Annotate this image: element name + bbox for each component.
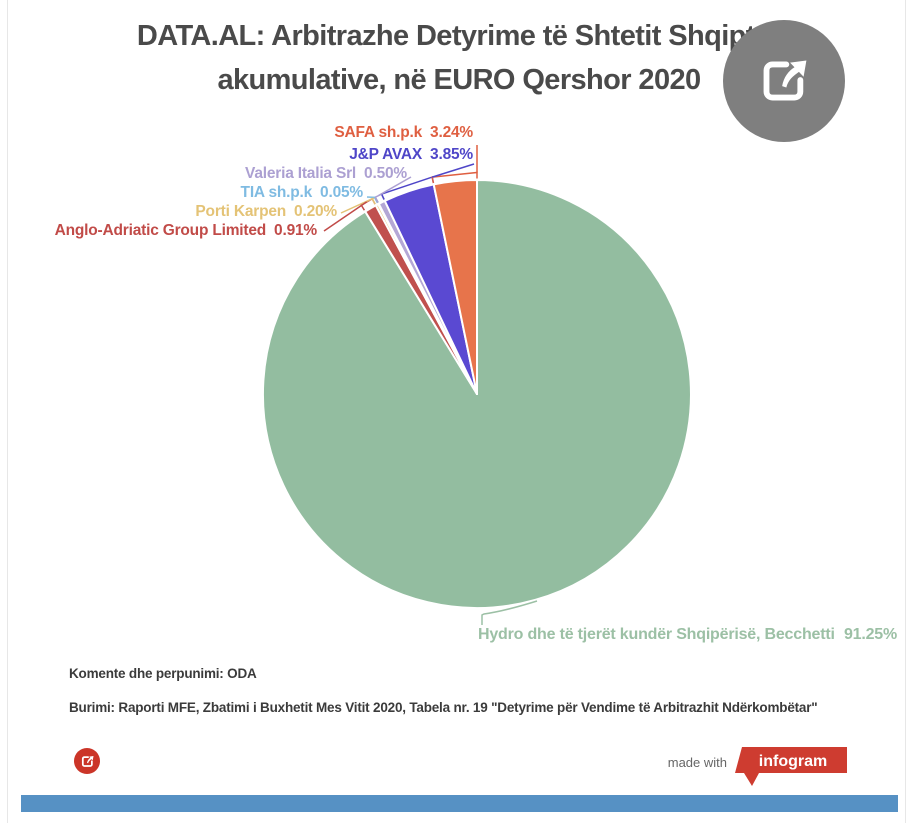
- share-button[interactable]: [723, 20, 845, 142]
- slice-name: Valeria Italia Srl: [245, 165, 357, 182]
- slice-name: TIA sh.p.k: [240, 184, 313, 201]
- slice-percent: 91.25%: [843, 626, 898, 643]
- made-with-text: made with: [667, 755, 727, 770]
- callout-label-porti-karpen: Porti Karpen 0.20%: [195, 203, 337, 221]
- leader-line-1: [323, 201, 368, 232]
- leader-line-0: [481, 600, 538, 625]
- page-title-line-1: DATA.AL: Arbitrazhe Detyrime të Shtetit …: [136, 20, 782, 52]
- slice-name: Hydro dhe të tjerët kundër Shqipërisë, B…: [478, 626, 835, 643]
- callout-label-valeria: Valeria Italia Srl 0.50%: [245, 165, 407, 183]
- frame-left-border: [7, 0, 8, 823]
- pie-slice-6[interactable]: [432, 178, 478, 395]
- slice-name: J&P AVAX: [349, 146, 423, 163]
- leader-bracket-6: [431, 171, 478, 184]
- callout-label-tia: TIA sh.p.k 0.05%: [240, 184, 364, 202]
- slice-percent: 3.85%: [430, 146, 473, 163]
- slice-name: Anglo-Adriatic Group Limited: [54, 222, 267, 239]
- callout-label-anglo-adriatic: Anglo-Adriatic Group Limited 0.91%: [54, 222, 318, 240]
- slice-percent: 0.50%: [364, 165, 407, 182]
- infogram-logo[interactable]: infogram: [726, 744, 850, 788]
- callout-label-safa: SAFA sh.p.k 3.24%: [334, 124, 473, 142]
- slice-percent: 3.24%: [430, 124, 473, 141]
- slice-name: Porti Karpen: [195, 203, 287, 220]
- share-icon: [81, 755, 93, 767]
- comment-note: Komente dhe perpunimi: ODA: [69, 666, 257, 681]
- slice-percent: 0.05%: [320, 184, 363, 201]
- leader-line-2: [340, 197, 374, 214]
- slice-name: SAFA sh.p.k: [334, 124, 423, 141]
- callout-label-jp-avax: J&P AVAX 3.85%: [349, 146, 473, 164]
- source-note: Burimi: Raporti MFE, Zbatimi i Buxhetit …: [69, 700, 818, 715]
- leader-line-4: [378, 176, 412, 197]
- slice-percent: 0.91%: [274, 222, 317, 239]
- svg-text:infogram: infogram: [759, 753, 827, 770]
- slice-percent: 0.20%: [294, 203, 337, 220]
- frame-right-border: [905, 0, 906, 823]
- share-icon: [763, 60, 807, 101]
- callout-label-hydro-becchetti: Hydro dhe të tjerët kundër Shqipërisë, B…: [478, 626, 897, 644]
- bottom-accent-bar: [21, 795, 898, 812]
- page-title-line-2: akumulative, në EURO Qershor 2020: [217, 64, 701, 96]
- share-button-small[interactable]: [74, 748, 100, 774]
- page-title: DATA.AL: Arbitrazhe Detyrime të Shtetit …: [0, 14, 918, 102]
- leader-line-5: [431, 163, 475, 178]
